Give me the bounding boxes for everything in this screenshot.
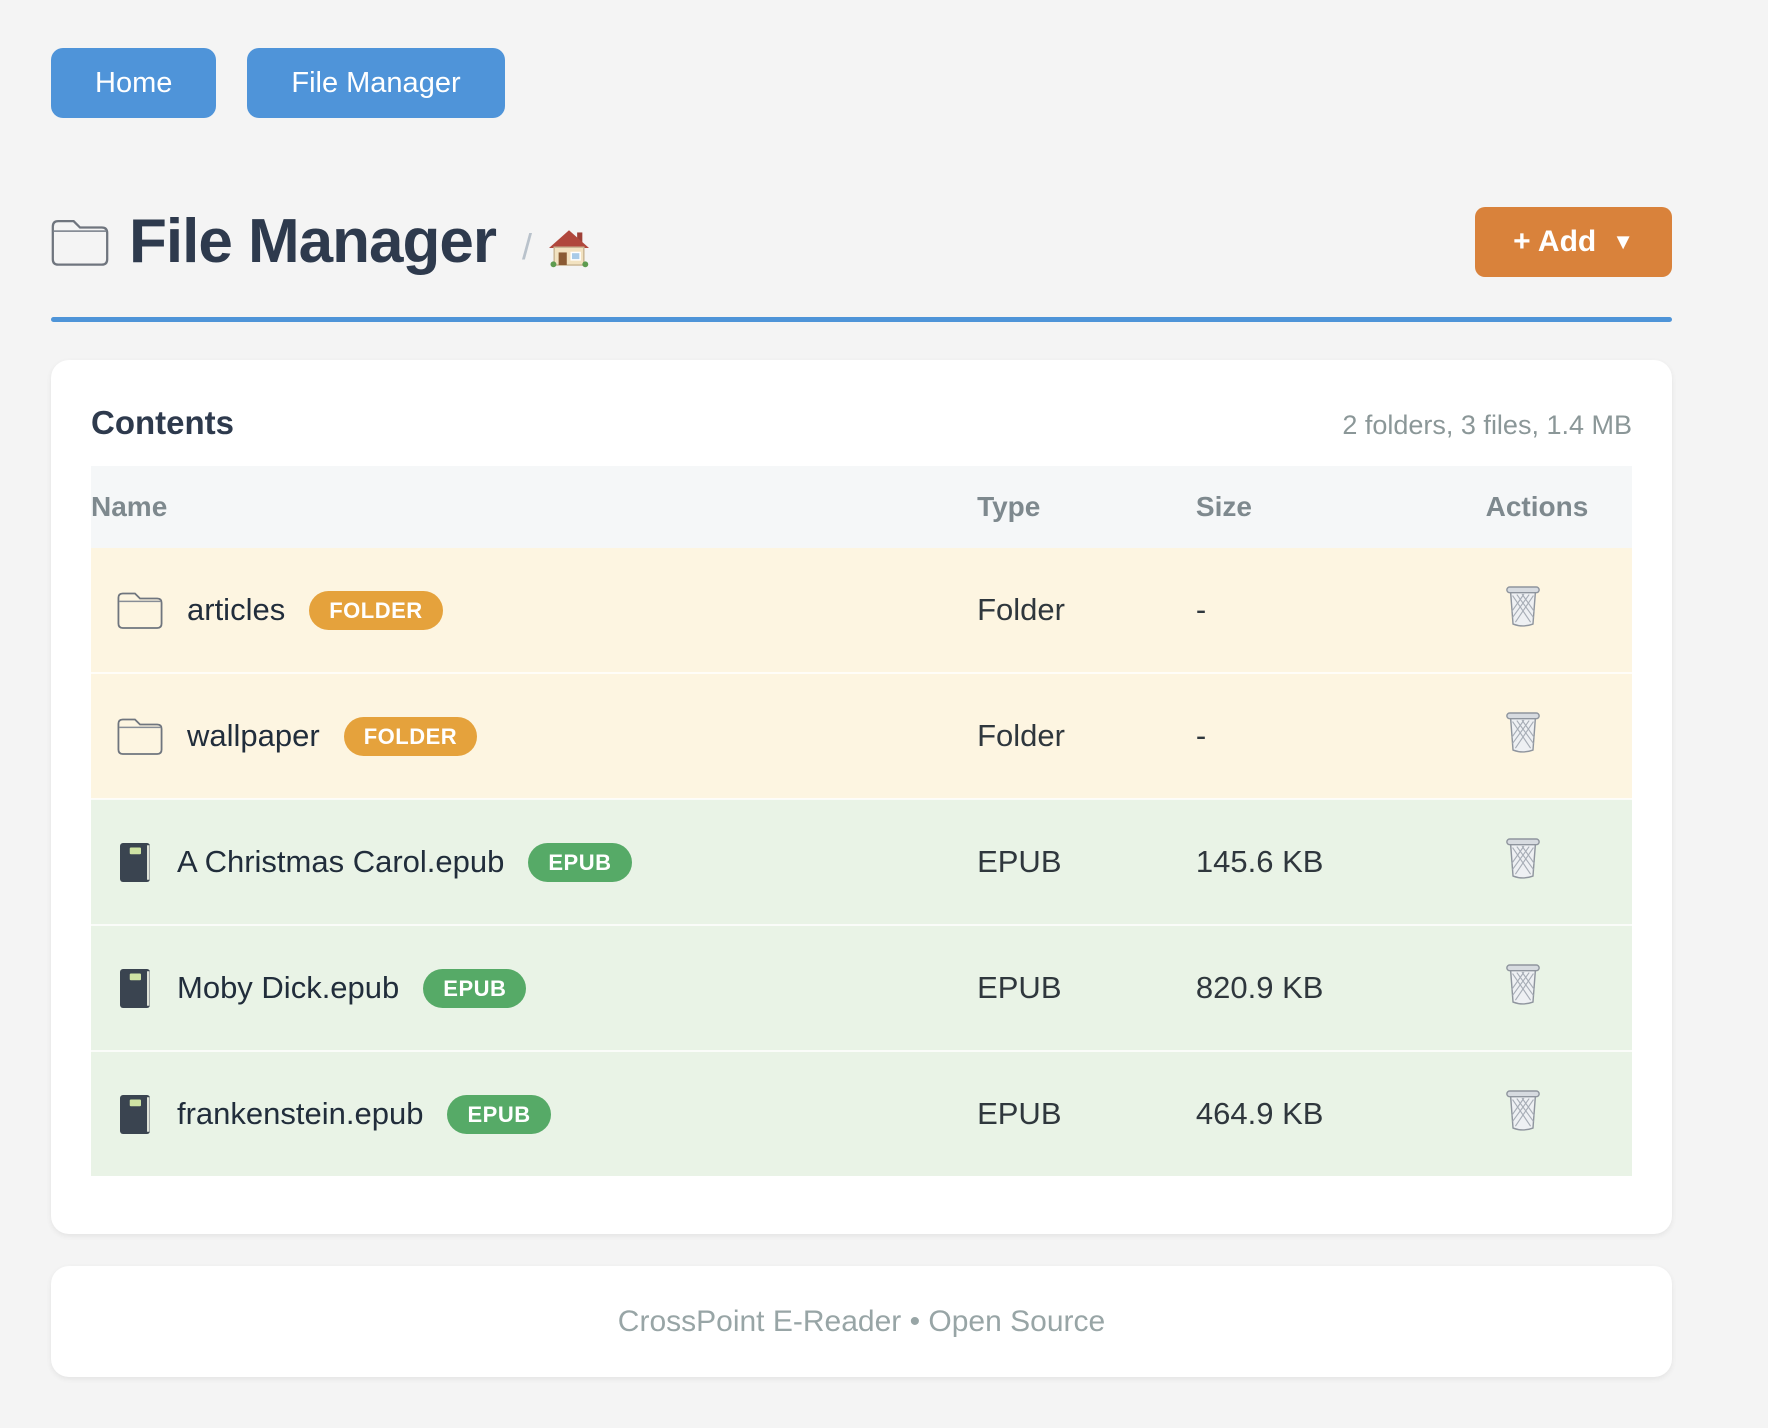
file-name: wallpaper xyxy=(187,718,320,753)
contents-heading: Contents xyxy=(91,404,234,441)
contents-summary: 2 folders, 3 files, 1.4 MB xyxy=(1342,410,1632,440)
folder-icon xyxy=(51,217,109,267)
book-icon xyxy=(117,1093,153,1136)
file-name: articles xyxy=(187,592,286,627)
column-header-name: Name xyxy=(91,466,978,548)
table-row[interactable]: wallpaper FOLDER Folder - xyxy=(91,673,1632,800)
epub-badge: EPUB xyxy=(528,842,632,882)
file-type: Folder xyxy=(977,673,1196,800)
trash-icon xyxy=(1504,836,1542,880)
footer: CrossPoint E-Reader • Open Source xyxy=(51,1266,1672,1377)
footer-text: CrossPoint E-Reader • Open Source xyxy=(617,1304,1106,1338)
file-size: 464.9 KB xyxy=(1195,1096,1324,1131)
table-header-row: Name Type Size Actions xyxy=(91,466,1632,548)
table-row[interactable]: A Christmas Carol.epub EPUB EPUB 145.6 K… xyxy=(91,799,1632,926)
book-icon xyxy=(117,841,153,884)
delete-button[interactable] xyxy=(1504,1088,1542,1132)
folder-badge: FOLDER xyxy=(309,590,443,630)
file-name: Moby Dick.epub xyxy=(177,970,400,1005)
add-button[interactable]: + Add ▼ xyxy=(1475,206,1672,277)
file-size: - xyxy=(1195,548,1486,674)
book-icon xyxy=(117,967,153,1010)
contents-card-header: Contents 2 folders, 3 files, 1.4 MB xyxy=(91,404,1632,442)
file-size: 820.9 KB xyxy=(1195,925,1486,1052)
column-header-actions: Actions xyxy=(1485,466,1632,548)
delete-button[interactable] xyxy=(1504,584,1542,628)
delete-button[interactable] xyxy=(1504,710,1542,754)
file-size: - xyxy=(1195,673,1486,800)
page-title: File Manager xyxy=(129,207,497,276)
top-nav: Home File Manager xyxy=(51,48,1768,118)
trash-icon xyxy=(1504,584,1542,628)
delete-button[interactable] xyxy=(1504,962,1542,1006)
file-name: A Christmas Carol.epub xyxy=(177,844,505,879)
epub-badge: EPUB xyxy=(423,968,527,1008)
table-row[interactable]: articles FOLDER Folder - xyxy=(91,548,1632,674)
add-button-label: + Add xyxy=(1513,224,1597,258)
home-button[interactable]: Home xyxy=(51,48,217,118)
contents-card: Contents 2 folders, 3 files, 1.4 MB Name… xyxy=(51,360,1672,1234)
trash-icon xyxy=(1504,962,1542,1006)
folder-badge: FOLDER xyxy=(343,716,478,756)
file-type: EPUB xyxy=(977,925,1196,1052)
trash-icon xyxy=(1504,1088,1542,1132)
header-divider xyxy=(51,317,1672,322)
folder-icon xyxy=(117,590,163,630)
file-table: Name Type Size Actions articles FOLDER F… xyxy=(91,466,1632,1176)
delete-button[interactable] xyxy=(1504,836,1542,880)
breadcrumb-separator: / xyxy=(522,225,533,267)
file-name: frankenstein.epub xyxy=(177,1096,424,1131)
page-header: File Manager / + Add ▼ xyxy=(51,206,1672,277)
file-type: EPUB xyxy=(977,1096,1062,1131)
column-header-size: Size xyxy=(1195,466,1486,548)
folder-icon xyxy=(117,716,163,756)
table-row[interactable]: frankenstein.epub EPUB EPUB 464.9 KB xyxy=(91,1051,1632,1176)
house-icon[interactable] xyxy=(548,228,590,268)
trash-icon xyxy=(1504,710,1542,754)
column-header-type: Type xyxy=(977,466,1196,548)
file-size: 145.6 KB xyxy=(1195,799,1486,926)
table-row[interactable]: Moby Dick.epub EPUB EPUB 820.9 KB xyxy=(91,925,1632,1052)
file-manager-button[interactable]: File Manager xyxy=(247,48,505,118)
file-type: EPUB xyxy=(977,799,1196,926)
epub-badge: EPUB xyxy=(447,1094,551,1134)
file-type: Folder xyxy=(977,548,1196,674)
chevron-down-icon: ▼ xyxy=(1612,228,1634,254)
